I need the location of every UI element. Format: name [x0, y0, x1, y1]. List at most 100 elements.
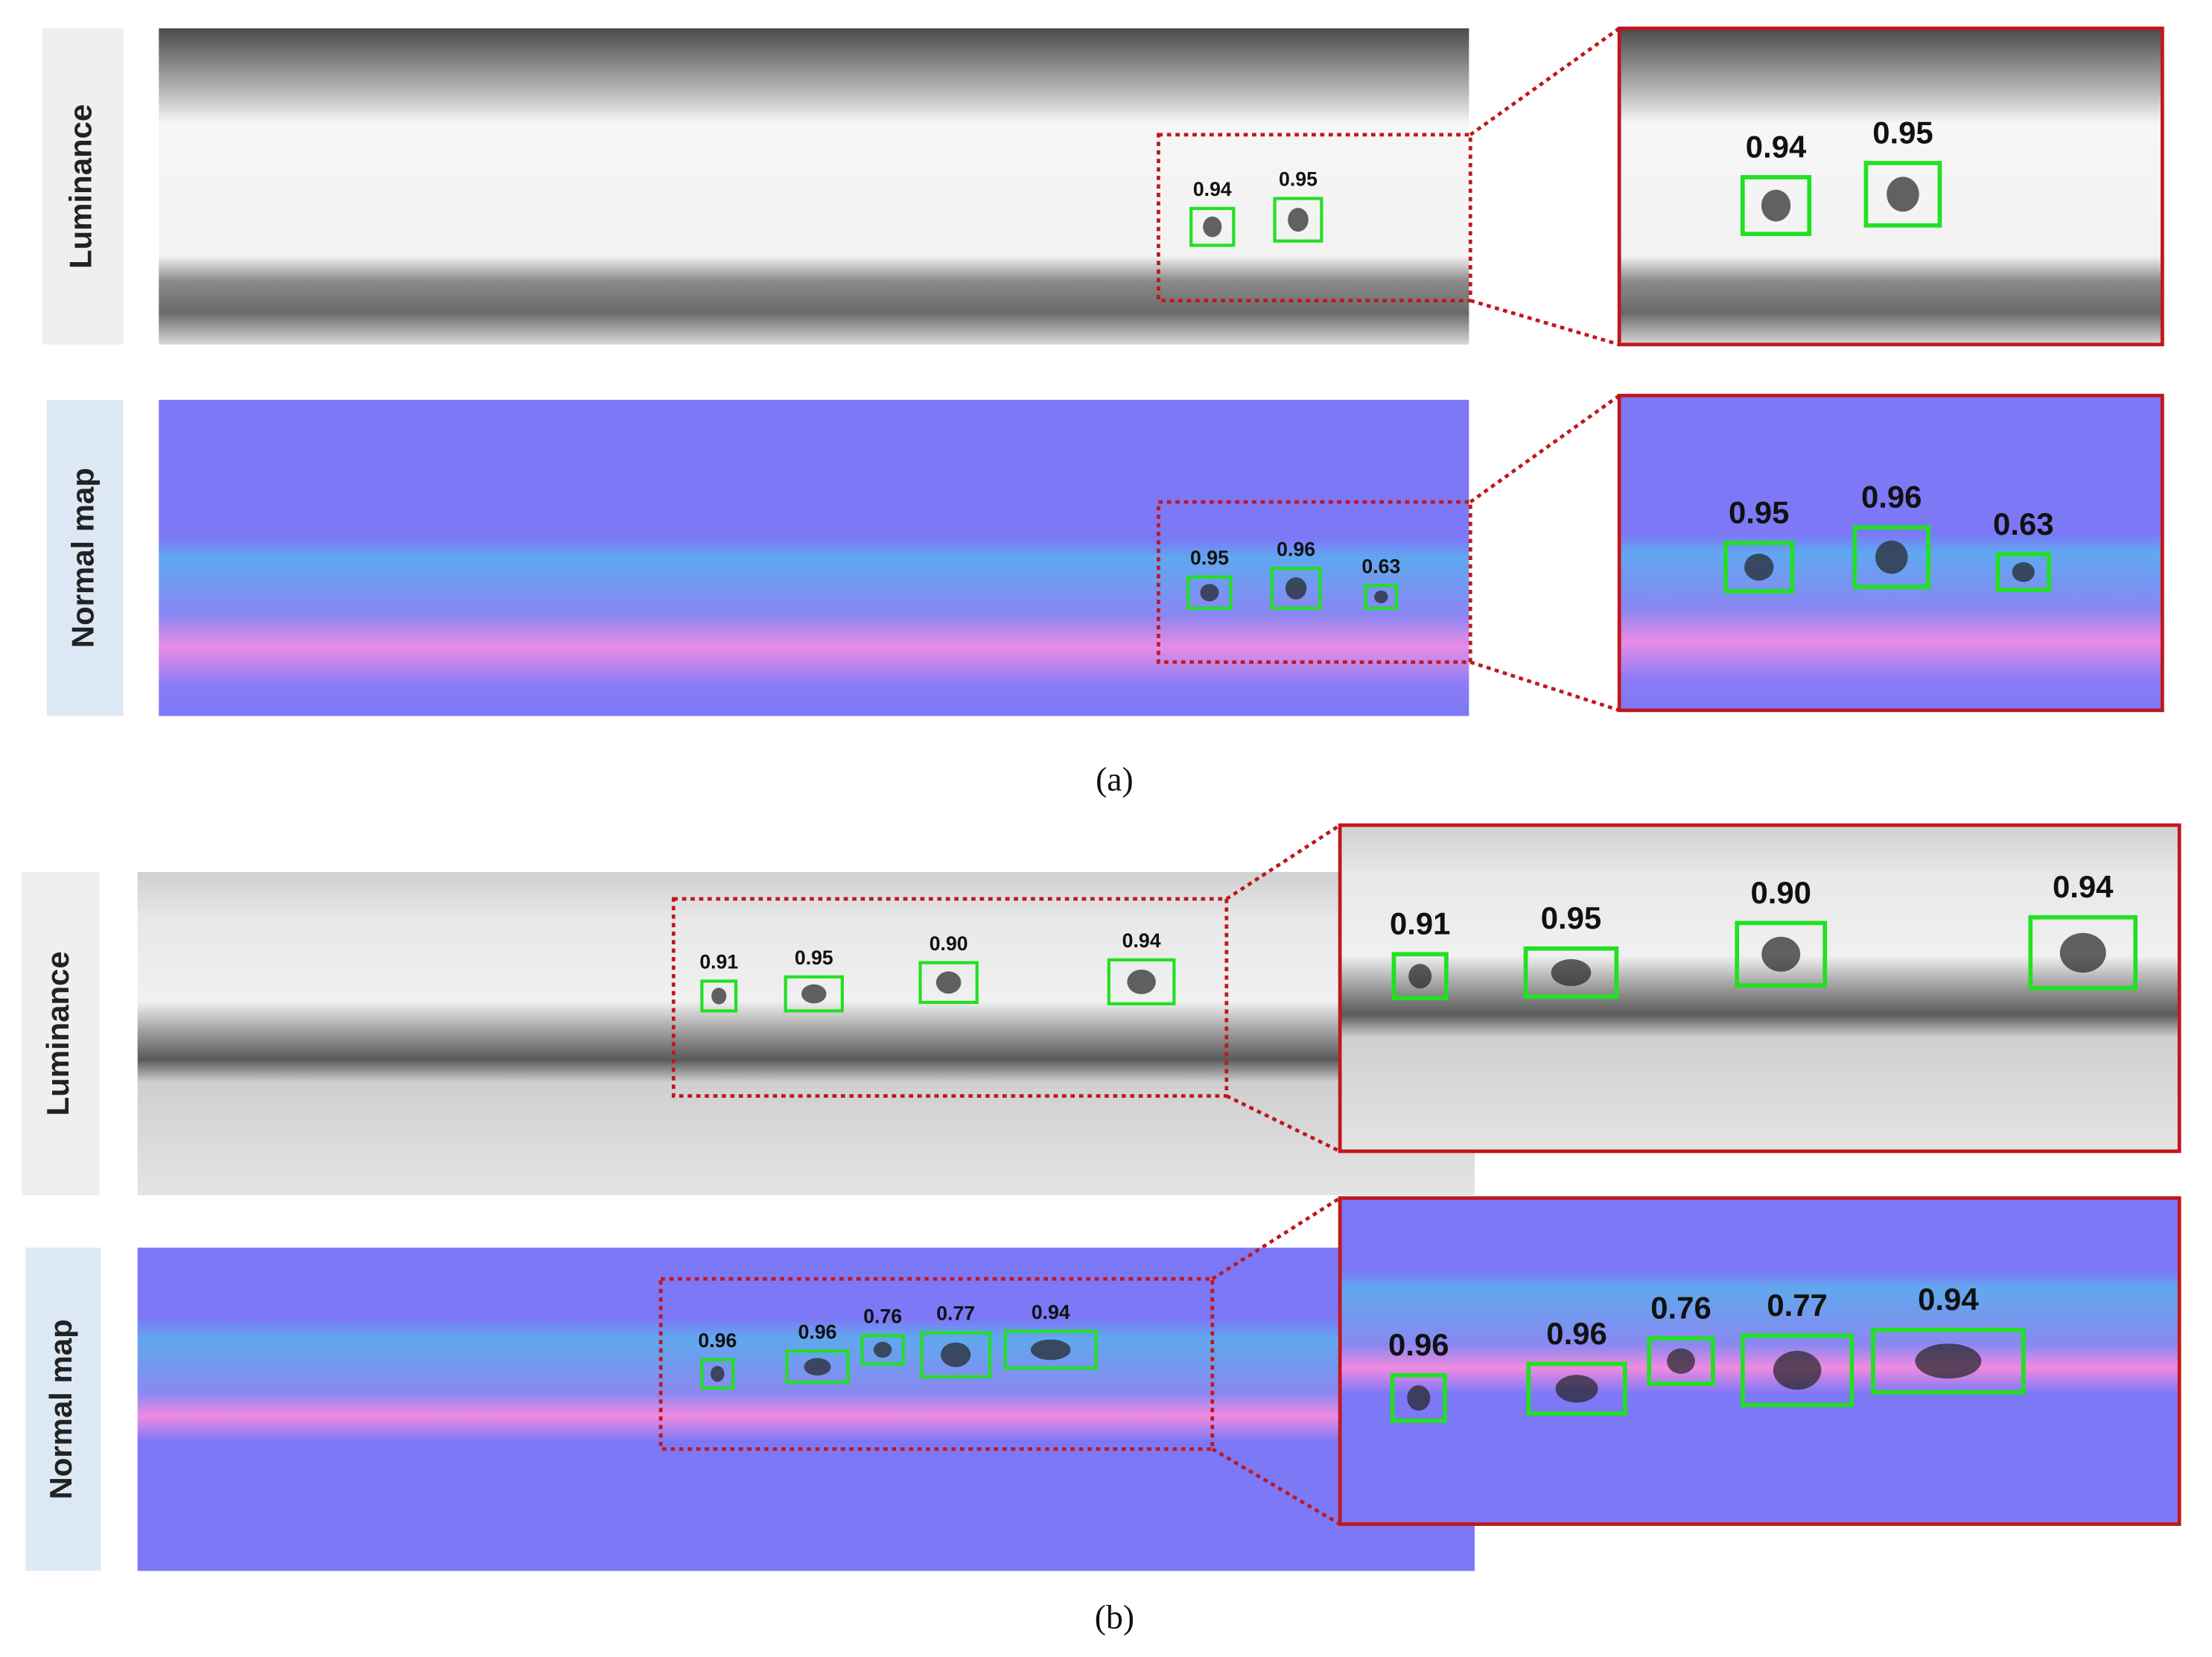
row-label: Luminance [40, 951, 75, 1116]
defect [1374, 590, 1388, 604]
detection-score: 0.94 [1032, 1301, 1070, 1323]
detection-box [920, 1331, 991, 1378]
detection-box [1273, 197, 1323, 243]
defect [935, 971, 962, 994]
defect [1744, 553, 1774, 581]
defect [711, 987, 727, 1005]
detection-box [700, 1358, 735, 1390]
detection-box [1863, 161, 1942, 228]
detection-box [860, 1334, 905, 1366]
defect [874, 1341, 892, 1358]
detection-box [1107, 958, 1176, 1006]
detection-score: 0.94 [2053, 869, 2114, 904]
detection-score: 0.76 [863, 1305, 902, 1327]
detection-box [1270, 567, 1322, 610]
row-label-box [46, 399, 124, 716]
defect [1667, 1348, 1695, 1374]
detection-box [1186, 575, 1233, 610]
zoom-region [1157, 500, 1472, 664]
defect [1030, 1339, 1071, 1361]
row-label-box [25, 1247, 101, 1571]
defect [1127, 969, 1156, 994]
detection-score: 0.95 [1729, 495, 1790, 530]
detection-score: 0.96 [1388, 1327, 1449, 1362]
defect [804, 1358, 831, 1376]
detection-box [1189, 206, 1236, 247]
detection-score: 0.96 [698, 1329, 737, 1352]
row-label: Luminance [63, 104, 98, 269]
detection-box [784, 975, 844, 1013]
detection-box [1723, 541, 1795, 594]
detection-score: 0.63 [1993, 506, 2054, 541]
defect [1555, 1375, 1598, 1403]
detection-score: 0.95 [1541, 900, 1602, 935]
zoom-region [1157, 133, 1472, 302]
detection-box [1364, 584, 1399, 610]
detection-score: 0.95 [795, 947, 833, 969]
zoom-connector [1225, 1094, 1341, 1154]
zoom-connector [1469, 27, 1621, 136]
detection-score: 0.77 [936, 1303, 975, 1325]
defect [711, 1366, 725, 1382]
detection-box [785, 1349, 850, 1384]
detection-box [1852, 525, 1931, 590]
detection-box [1995, 552, 2051, 592]
weld-image [159, 399, 1469, 716]
defect [2012, 562, 2035, 582]
detection-box [700, 979, 738, 1013]
defect [1887, 176, 1919, 212]
weld-image [159, 28, 1469, 345]
detection-box [1003, 1329, 1098, 1370]
detection-score: 0.94 [1918, 1282, 1979, 1317]
detection-box [2028, 915, 2138, 990]
zoom-connector [1469, 299, 1620, 346]
detection-box [1735, 920, 1828, 988]
detection-score: 0.94 [1746, 129, 1807, 164]
detection-score: 0.91 [699, 951, 738, 973]
defect [2059, 932, 2106, 973]
defect [1773, 1350, 1822, 1390]
defect [1288, 208, 1309, 232]
detection-box [1740, 1333, 1855, 1408]
detection-score: 0.91 [1390, 906, 1451, 941]
panel-caption: (a) [1096, 760, 1134, 798]
detection-score: 0.90 [929, 932, 968, 955]
defect [1761, 189, 1791, 222]
panel-caption: (b) [1095, 1598, 1134, 1636]
zoom-connector [1225, 824, 1341, 901]
defect [801, 984, 827, 1004]
defect [1551, 958, 1592, 987]
zoom-image [1338, 1196, 2181, 1526]
defect [1761, 936, 1801, 972]
weld-image [137, 1247, 1475, 1571]
zoom-connector [1469, 660, 1620, 713]
weld-image [137, 871, 1475, 1195]
detection-box [1390, 1373, 1447, 1423]
detection-score: 0.96 [1861, 480, 1922, 515]
detection-score: 0.94 [1193, 178, 1232, 200]
detection-score: 0.90 [1750, 875, 1811, 910]
detection-score: 0.96 [1277, 538, 1315, 560]
detection-box [1647, 1336, 1715, 1386]
zoom-region [658, 1276, 1215, 1451]
detection-box [1871, 1327, 2026, 1395]
defect [1203, 216, 1222, 238]
defect [1875, 540, 1908, 574]
detection-score: 0.95 [1190, 547, 1229, 569]
defect [1285, 577, 1307, 600]
detection-score: 0.77 [1767, 1288, 1828, 1323]
detection-score: 0.96 [1546, 1316, 1607, 1351]
zoom-region [671, 897, 1229, 1098]
detection-score: 0.95 [1872, 115, 1933, 150]
detection-score: 0.76 [1650, 1291, 1712, 1326]
detection-box [1526, 1361, 1627, 1416]
row-label: Normal map [65, 468, 100, 648]
detection-box [1391, 952, 1449, 1001]
detection-score: 0.96 [798, 1320, 837, 1343]
defect [1200, 584, 1219, 602]
detection-box [1523, 946, 1619, 999]
zoom-connector [1469, 394, 1621, 503]
defect [941, 1342, 971, 1367]
detection-score: 0.94 [1122, 929, 1161, 952]
